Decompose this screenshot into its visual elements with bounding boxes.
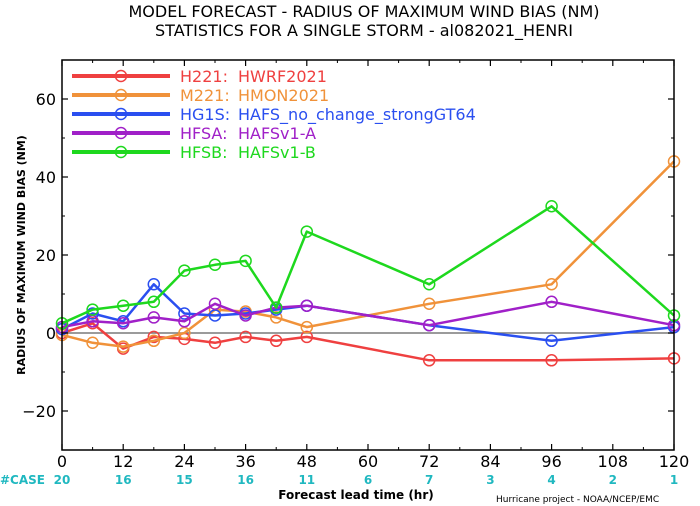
data-point <box>116 299 130 312</box>
legend-description: HAFSv1-A <box>238 124 316 143</box>
legend-marker <box>114 126 128 140</box>
data-point <box>545 295 558 309</box>
data-point <box>422 318 436 332</box>
y-tick-label: 0 <box>46 324 56 343</box>
data-point <box>269 311 283 324</box>
x-tick-label: 12 <box>113 452 133 471</box>
data-point <box>147 295 161 309</box>
legend-description: HAFS_no_change_strongGT64 <box>238 105 476 125</box>
data-point <box>269 334 283 348</box>
data-point <box>300 225 314 238</box>
data-point <box>208 297 222 310</box>
x-axis-ticks: 0 12 24 36 48 60 72 84 96 108 120 <box>57 60 689 471</box>
case-count-label: 16 <box>115 473 132 487</box>
series-hafsv1-a <box>55 295 681 334</box>
legend-item: HFSA: HAFSv1-A <box>72 124 316 143</box>
data-point <box>86 307 99 320</box>
case-count-label: 15 <box>176 473 193 487</box>
data-point <box>208 336 222 349</box>
case-count-label: 7 <box>425 473 433 487</box>
y-axis-label: RADIUS OF MAXIMUM WIND BIAS (NM) <box>15 135 28 375</box>
data-point <box>300 330 314 344</box>
data-point <box>239 309 252 322</box>
data-point <box>147 330 161 344</box>
case-count-label: 4 <box>547 473 555 487</box>
series-lines <box>55 155 681 367</box>
case-count-label: 1 <box>670 473 678 487</box>
x-tick-label: 60 <box>358 452 378 471</box>
legend-description: HAFSv1-B <box>238 143 316 162</box>
x-tick-label: 48 <box>297 452 317 471</box>
data-point <box>422 354 436 367</box>
data-point <box>178 264 191 277</box>
footer-credit: Hurricane project - NOAA/NCEP/EMC <box>496 495 659 505</box>
case-count-label: 20 <box>54 473 71 487</box>
data-point <box>208 258 222 271</box>
data-point <box>422 278 436 291</box>
x-tick-label: 36 <box>235 452 255 471</box>
legend-marker <box>114 107 128 121</box>
chart-title: MODEL FORECAST - RADIUS OF MAXIMUM WIND … <box>128 2 599 21</box>
case-label: #CASE <box>0 473 45 487</box>
legend-description: HWRF2021 <box>238 67 327 86</box>
series-line <box>61 160 675 348</box>
y-axis-ticks: −20 0 20 40 60 <box>22 59 674 451</box>
data-point <box>545 200 558 213</box>
y-tick-label: 60 <box>36 90 56 109</box>
data-point <box>116 317 130 330</box>
data-point <box>269 301 283 314</box>
x-tick-label: 24 <box>174 452 194 471</box>
x-tick-label: 108 <box>598 452 629 471</box>
data-point <box>147 311 161 324</box>
legend-code: HFSA: <box>180 124 227 143</box>
x-tick-label: 84 <box>480 452 500 471</box>
case-count-label: 6 <box>364 473 372 487</box>
x-tick-label: 96 <box>541 452 561 471</box>
legend-marker <box>114 88 128 102</box>
chart-subtitle: STATISTICS FOR A SINGLE STORM - al082021… <box>155 21 573 41</box>
data-point <box>147 278 161 291</box>
legend-item: M221: HMON2021 <box>72 86 329 105</box>
data-point <box>545 334 558 348</box>
data-point <box>545 278 558 291</box>
case-count-label: 3 <box>486 473 494 487</box>
legend-code: H221: <box>180 67 228 86</box>
data-point <box>300 299 314 312</box>
y-tick-label: −20 <box>22 402 56 421</box>
series-hmon2021 <box>55 155 681 353</box>
data-point <box>178 315 191 328</box>
legend-marker <box>114 69 128 83</box>
legend-code: M221: <box>180 86 230 105</box>
data-point <box>147 334 161 348</box>
y-tick-label: 40 <box>36 168 56 187</box>
case-counts: 20 16 15 16 11 6 7 3 4 2 1 <box>54 473 679 487</box>
data-point <box>422 297 436 310</box>
data-point <box>300 320 314 334</box>
y-tick-label: 20 <box>36 246 56 265</box>
legend-marker <box>114 145 128 159</box>
legend-code: HFSB: <box>180 143 227 162</box>
legend-description: HMON2021 <box>238 86 329 105</box>
data-point <box>239 330 252 344</box>
legend-code: HG1S: <box>180 105 230 124</box>
data-point <box>239 254 252 268</box>
case-count-label: 2 <box>609 473 617 487</box>
case-count-label: 16 <box>237 473 254 487</box>
data-point <box>178 307 191 320</box>
data-point <box>86 303 99 316</box>
x-tick-label: 72 <box>419 452 439 471</box>
legend-item: H221: HWRF2021 <box>72 67 327 86</box>
series-line <box>61 205 675 325</box>
legend-item: HG1S: HAFS_no_change_strongGT64 <box>72 105 476 125</box>
legend: H221: HWRF2021 M221: HMON2021 HG1S: HAFS_no_c… <box>72 67 476 162</box>
data-point <box>116 340 130 353</box>
data-point <box>545 354 558 367</box>
case-count-label: 11 <box>298 473 315 487</box>
legend-item: HFSB: HAFSv1-B <box>72 143 316 162</box>
data-point <box>86 336 99 349</box>
x-tick-label: 0 <box>57 452 67 471</box>
x-tick-label: 120 <box>659 452 690 471</box>
x-axis-label: Forecast lead time (hr) <box>278 488 434 502</box>
